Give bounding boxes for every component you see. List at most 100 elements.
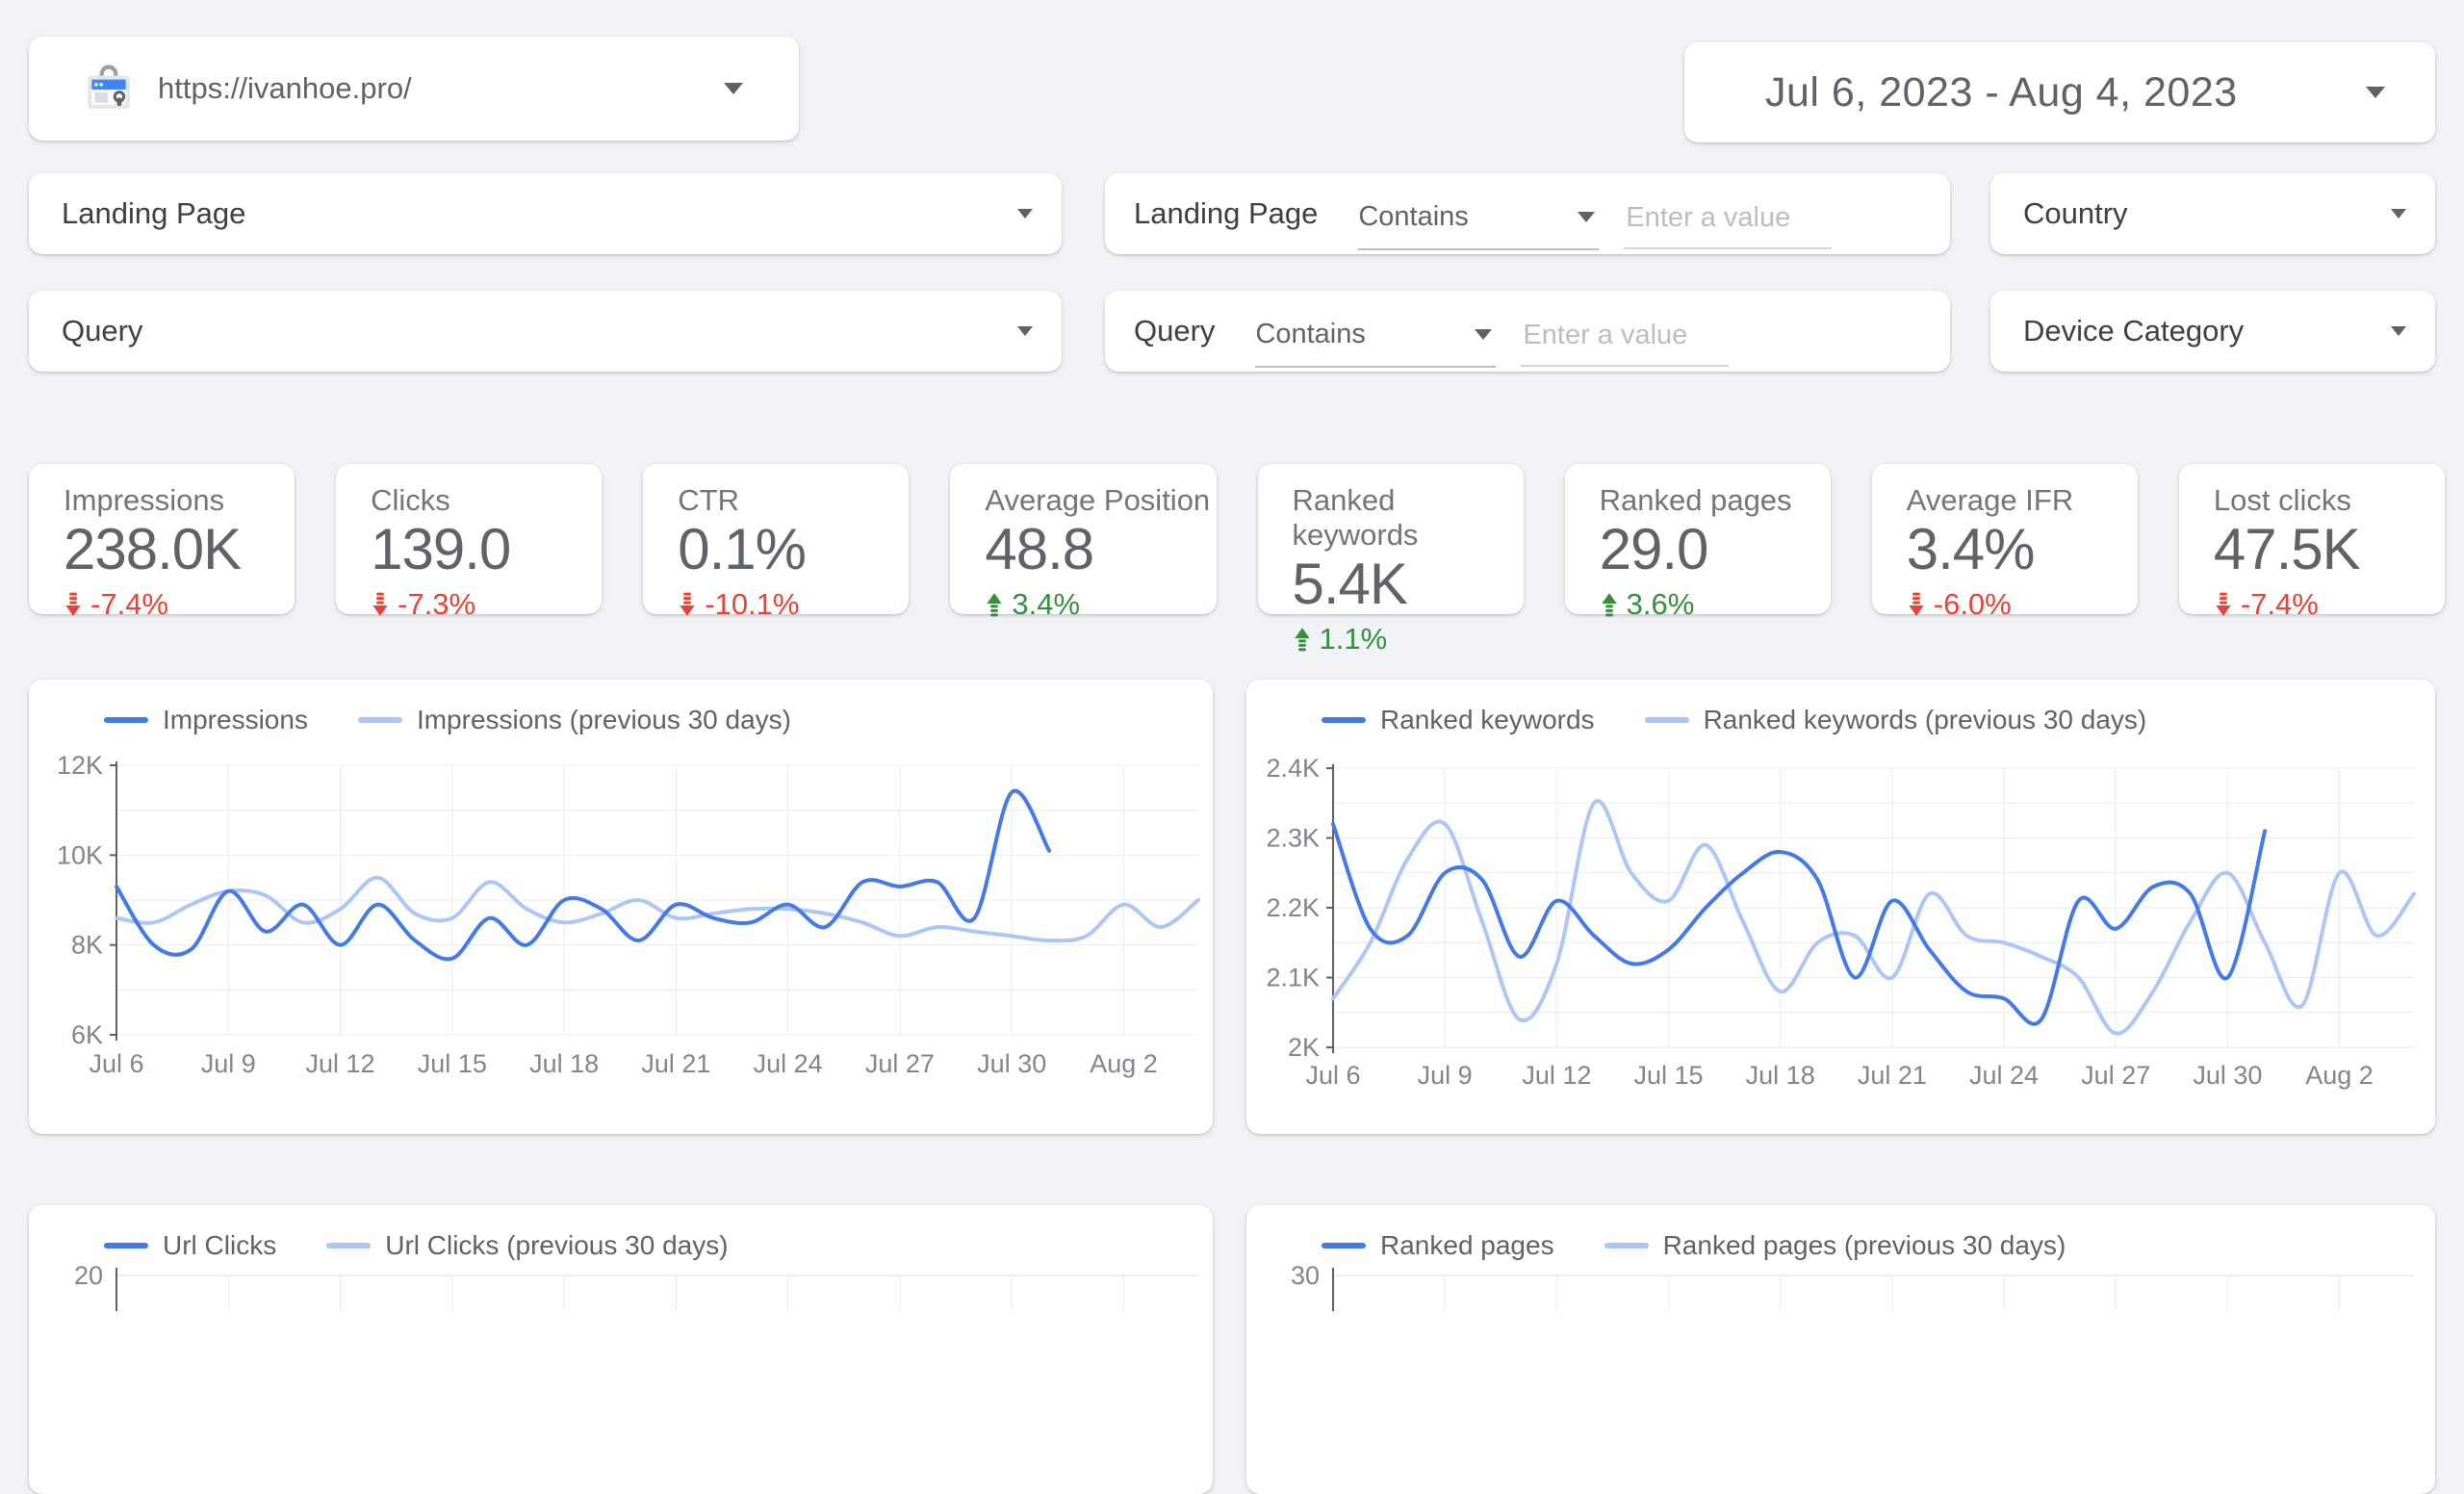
- svg-text:2K: 2K: [1288, 1033, 1320, 1062]
- svg-text:Jul 27: Jul 27: [2081, 1061, 2150, 1090]
- legend-entry-current: Impressions: [104, 705, 308, 735]
- metric-delta: -7.4%: [2214, 587, 2445, 622]
- svg-text:Jul 9: Jul 9: [201, 1049, 256, 1078]
- scorecard-row: Impressions 238.0K -7.4% Clicks 139.0 -7…: [29, 464, 2445, 614]
- property-url: https://ivanhoe.pro/: [158, 71, 412, 106]
- chart-legend: Impressions Impressions (previous 30 day…: [104, 705, 791, 735]
- condition-value-input[interactable]: [1521, 320, 1729, 367]
- operator-select[interactable]: Contains: [1358, 201, 1599, 250]
- property-selector[interactable]: https://ivanhoe.pro/: [29, 37, 799, 141]
- metric-value: 3.4%: [1907, 519, 2138, 580]
- chart-legend: Url Clicks Url Clicks (previous 30 days): [104, 1230, 729, 1261]
- legend-entry-current: Url Clicks: [104, 1230, 276, 1261]
- operator-select[interactable]: Contains: [1255, 319, 1496, 368]
- metric-label: CTR: [678, 483, 909, 518]
- ranked-keywords-time-series-chart: Ranked keywords Ranked keywords (previou…: [1246, 680, 2435, 1134]
- line-swatch-icon: [104, 1243, 148, 1249]
- delta-value: -10.1%: [705, 587, 799, 622]
- svg-text:2.2K: 2.2K: [1266, 893, 1320, 922]
- country-filter-dropdown[interactable]: Country: [1990, 173, 2435, 254]
- delta-value: 1.1%: [1320, 622, 1388, 657]
- legend-entry-previous: Impressions (previous 30 days): [358, 705, 791, 735]
- scorecard-average-ifr: Average IFR 3.4% -6.0%: [1872, 464, 2138, 614]
- svg-text:10K: 10K: [57, 840, 103, 869]
- condition-value-input[interactable]: [1624, 202, 1832, 249]
- metric-delta: -7.4%: [64, 587, 295, 622]
- svg-text:Jul 6: Jul 6: [89, 1049, 143, 1078]
- line-swatch-icon: [1645, 717, 1689, 723]
- operator-value: Contains: [1358, 201, 1468, 233]
- legend-entry-previous: Url Clicks (previous 30 days): [326, 1230, 728, 1261]
- query-condition-filter: Query Contains: [1105, 291, 1950, 372]
- legend-entry-current: Ranked pages: [1322, 1230, 1554, 1261]
- metric-value: 47.5K: [2214, 519, 2445, 580]
- svg-text:Aug 2: Aug 2: [2305, 1061, 2374, 1090]
- svg-text:Jul 18: Jul 18: [529, 1049, 599, 1078]
- line-swatch-icon: [1322, 717, 1366, 723]
- svg-text:2.3K: 2.3K: [1266, 824, 1320, 853]
- metric-value: 0.1%: [678, 519, 909, 580]
- chevron-down-icon: [1578, 212, 1595, 222]
- landing-page-filter-dropdown[interactable]: Landing Page: [29, 173, 1062, 254]
- landing-page-filter-label: Landing Page: [62, 196, 245, 231]
- metric-label: Ranked pages: [1600, 483, 1831, 518]
- metric-label: Ranked keywords: [1293, 483, 1524, 553]
- condition-label: Landing Page: [1134, 196, 1318, 231]
- delta-value: -7.3%: [398, 587, 475, 622]
- scorecard-lost-clicks: Lost clicks 47.5K -7.4%: [2179, 464, 2445, 614]
- svg-text:Jul 15: Jul 15: [418, 1049, 487, 1078]
- line-chart-plot: 2.4K2.3K2.2K2.1K2KJul 6Jul 9Jul 12Jul 15…: [1246, 680, 2435, 1134]
- date-range-picker[interactable]: Jul 6, 2023 - Aug 4, 2023: [1684, 42, 2435, 142]
- chart-legend: Ranked keywords Ranked keywords (previou…: [1322, 705, 2146, 735]
- delta-arrow-icon: [1907, 592, 1926, 617]
- svg-text:Jul 24: Jul 24: [754, 1049, 823, 1078]
- query-filter-dropdown[interactable]: Query: [29, 291, 1062, 372]
- svg-text:12K: 12K: [57, 751, 103, 780]
- line-swatch-icon: [104, 717, 148, 723]
- chevron-down-icon: [1017, 326, 1033, 336]
- device-category-filter-label: Device Category: [2023, 314, 2244, 348]
- line-swatch-icon: [1322, 1243, 1366, 1249]
- metric-delta: -10.1%: [678, 587, 909, 622]
- svg-text:6K: 6K: [71, 1020, 103, 1049]
- svg-text:Jul 9: Jul 9: [1418, 1061, 1473, 1090]
- metric-value: 48.8: [985, 519, 1216, 580]
- delta-arrow-icon: [678, 592, 697, 617]
- line-swatch-icon: [326, 1243, 371, 1249]
- svg-text:Aug 2: Aug 2: [1090, 1049, 1158, 1078]
- search-console-icon: [85, 64, 133, 113]
- chevron-down-icon: [2391, 209, 2406, 219]
- svg-text:2.4K: 2.4K: [1266, 754, 1320, 783]
- chevron-down-icon: [1017, 209, 1033, 219]
- chevron-down-icon: [2366, 87, 2385, 98]
- metric-label: Clicks: [371, 483, 602, 518]
- query-filter-label: Query: [62, 314, 142, 348]
- scorecard-clicks: Clicks 139.0 -7.3%: [336, 464, 602, 614]
- scorecard-ranked-keywords: Ranked keywords 5.4K 1.1%: [1258, 464, 1524, 614]
- impressions-time-series-chart: Impressions Impressions (previous 30 day…: [29, 680, 1213, 1134]
- delta-value: 3.6%: [1627, 587, 1695, 622]
- device-category-filter-dropdown[interactable]: Device Category: [1990, 291, 2435, 372]
- date-range-text: Jul 6, 2023 - Aug 4, 2023: [1765, 69, 2238, 116]
- delta-arrow-icon: [2214, 592, 2233, 617]
- svg-text:Jul 15: Jul 15: [1633, 1061, 1703, 1090]
- legend-entry-previous: Ranked pages (previous 30 days): [1604, 1230, 2066, 1261]
- delta-arrow-icon: [371, 592, 390, 617]
- metric-label: Impressions: [64, 483, 295, 518]
- condition-label: Query: [1134, 314, 1215, 348]
- delta-arrow-icon: [985, 592, 1004, 617]
- svg-text:30: 30: [1291, 1261, 1320, 1290]
- delta-value: -7.4%: [2241, 587, 2319, 622]
- legend-entry-previous: Ranked keywords (previous 30 days): [1645, 705, 2147, 735]
- svg-text:Jul 6: Jul 6: [1305, 1061, 1360, 1090]
- delta-arrow-icon: [64, 592, 83, 617]
- chevron-down-icon: [724, 83, 743, 94]
- metric-delta: -7.3%: [371, 587, 602, 622]
- line-swatch-icon: [358, 717, 402, 723]
- metric-delta: 3.6%: [1600, 587, 1831, 622]
- metric-delta: 1.1%: [1293, 622, 1524, 657]
- line-swatch-icon: [1604, 1243, 1649, 1249]
- metric-label: Lost clicks: [2214, 483, 2445, 518]
- svg-text:Jul 12: Jul 12: [1522, 1061, 1591, 1090]
- line-chart-plot: 12K10K8K6KJul 6Jul 9Jul 12Jul 15Jul 18Ju…: [29, 680, 1213, 1134]
